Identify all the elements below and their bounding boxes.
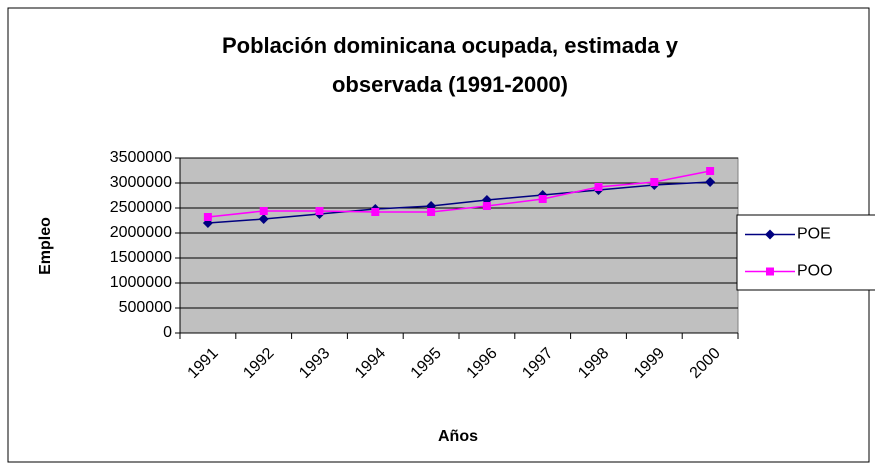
y-tick-label: 2000000 — [110, 224, 172, 241]
legend-box — [736, 214, 875, 291]
y-tick-label: 500000 — [119, 299, 172, 316]
y-tick-label: 2500000 — [110, 199, 172, 216]
legend-label: POO — [797, 263, 833, 280]
marker — [765, 229, 775, 240]
plot-area — [179, 157, 739, 334]
marker — [766, 267, 774, 276]
marker — [259, 207, 268, 215]
x-axis-title: Años — [438, 428, 478, 445]
marker — [594, 183, 603, 191]
y-tick-label: 3000000 — [110, 174, 172, 191]
marker — [538, 195, 547, 203]
y-tick-label: 1500000 — [110, 249, 172, 266]
marker — [203, 213, 212, 221]
chart-title: observada (1991-2000) — [332, 72, 568, 97]
marker — [315, 207, 324, 215]
marker — [482, 202, 491, 210]
y-tick-label: 0 — [163, 324, 172, 341]
legend-label: POE — [797, 226, 831, 243]
y-tick-label: 3500000 — [110, 149, 172, 166]
y-tick-label: 1000000 — [110, 274, 172, 291]
marker — [650, 178, 659, 186]
marker — [258, 214, 269, 224]
marker — [371, 208, 380, 216]
chart-title: Población dominicana ocupada, estimada y — [222, 33, 679, 58]
line — [207, 181, 711, 224]
y-axis-title: Empleo — [37, 217, 54, 275]
marker — [427, 208, 436, 216]
marker — [705, 177, 716, 187]
marker — [706, 167, 715, 175]
line — [207, 170, 711, 218]
